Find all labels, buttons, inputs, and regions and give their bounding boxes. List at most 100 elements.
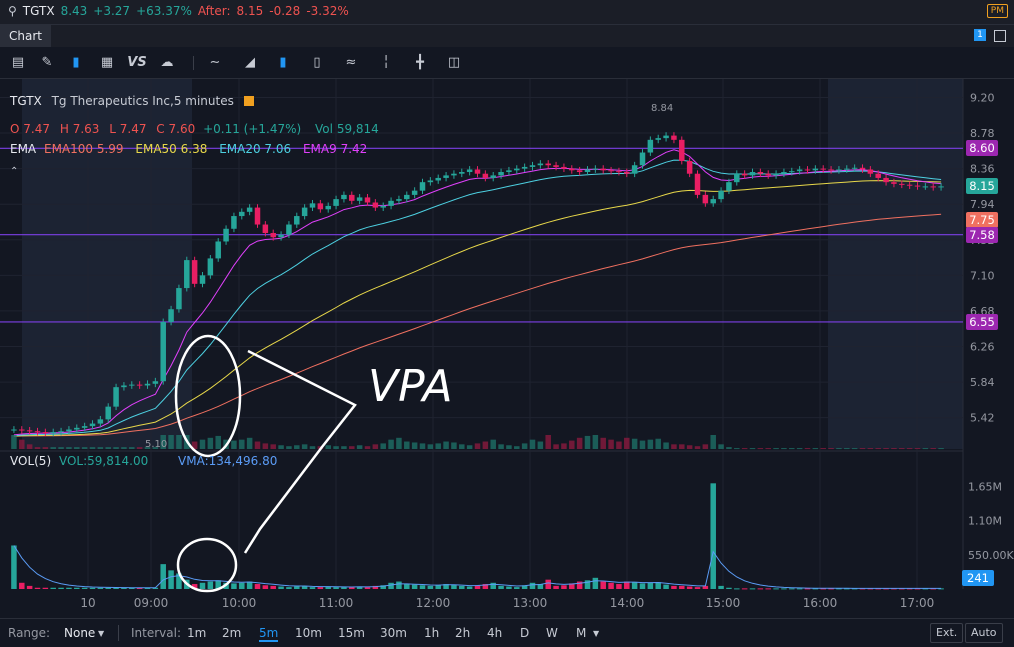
o-label: O (10, 122, 20, 136)
interval-m[interactable]: M (576, 626, 587, 640)
candle (545, 163, 551, 166)
cloud-icon[interactable]: ☁ (160, 55, 174, 70)
bar-icon[interactable]: ╎ (382, 55, 390, 70)
interval-label: Interval: (131, 626, 181, 640)
interval-chevron-down-icon[interactable]: ▼ (593, 629, 600, 638)
collapse-icon[interactable]: ⌃ (10, 166, 19, 177)
volume-bar (333, 587, 339, 589)
ohlc-icon[interactable]: ╋ (416, 55, 424, 70)
volume-bar (828, 588, 834, 590)
candle (734, 173, 740, 183)
candle (812, 168, 819, 171)
overlay-volume-bar (42, 447, 49, 449)
time-tick: 14:00 (610, 596, 645, 610)
candle (718, 190, 724, 200)
price-tick: 9.20 (970, 91, 995, 104)
candle (349, 194, 355, 201)
volume-bar (679, 585, 685, 589)
interval-2h[interactable]: 2h (455, 626, 471, 640)
overlay-volume-bar (50, 447, 56, 449)
interval-w[interactable]: W (546, 626, 558, 640)
candle (875, 173, 881, 178)
layout-icon[interactable]: ▦ (100, 55, 114, 70)
overlay-volume-bar (239, 439, 245, 449)
volume-bar (734, 588, 740, 590)
volume-bar (144, 587, 151, 589)
overlay-volume-bar (867, 448, 874, 450)
interval-1h[interactable]: 1h (424, 626, 440, 640)
wave-icon[interactable]: ≈ (345, 55, 357, 70)
volume-bar (50, 587, 56, 589)
bottom-divider (118, 625, 119, 641)
horizontal-lines[interactable] (0, 147, 963, 323)
candle (773, 173, 779, 176)
ema-legend[interactable]: EMA EMA100 5.99 EMA50 6.38 EMA20 7.06 EM… (10, 142, 367, 156)
range-select[interactable]: None (64, 626, 96, 640)
candle (380, 205, 386, 208)
volume-legend: VOL(5) VOL:59,814.00 VMA:134,496.80 (10, 454, 277, 468)
candle (883, 177, 889, 183)
chart-type-icon[interactable]: ▤ (11, 55, 25, 70)
interval-d[interactable]: D (520, 626, 530, 640)
overlay-volume-bar (891, 448, 897, 450)
layout-count-badge[interactable]: 1 (974, 29, 986, 41)
draw-icon[interactable]: ✎ (41, 55, 53, 70)
overlay-volume-bar (875, 448, 881, 450)
time-axis[interactable]: 10 09:00 10:00 11:00 12:00 13:00 14:00 15:00 16:… (80, 596, 934, 610)
chg-value: +0.11 (+1.47%) (203, 122, 302, 136)
volume-bar (537, 584, 544, 589)
area-icon[interactable]: ◢ (245, 55, 255, 70)
symbol-summary[interactable]: ⚲ TGTX 8.43 +3.27 +63.37% After: 8.15 -0… (8, 4, 349, 18)
candle-icon[interactable]: ▮ (279, 55, 287, 70)
interval-30m[interactable]: 30m (380, 626, 407, 640)
interval-2m[interactable]: 2m (222, 626, 242, 640)
note-icon[interactable] (243, 96, 254, 106)
compare-button[interactable]: VS (127, 55, 147, 70)
volume-bar (710, 483, 716, 589)
candle (482, 173, 489, 178)
candle (796, 169, 803, 172)
heikin-icon[interactable]: ◫ (447, 55, 461, 70)
interval-10m[interactable]: 10m (295, 626, 322, 640)
ema50-legend: EMA50 6.38 (135, 142, 208, 156)
candle (372, 202, 379, 208)
symbol-name[interactable]: TGTX (22, 4, 55, 18)
overlay-volume-bar (11, 435, 17, 449)
interval-1m[interactable]: 1m (187, 626, 207, 640)
tab-chart[interactable]: Chart (0, 25, 51, 47)
interval-4h[interactable]: 4h (487, 626, 503, 640)
volume-bar (576, 581, 583, 589)
candle (521, 166, 528, 169)
chart-area[interactable]: VPA 9.208.788.367.947.527.106.686.265.84… (0, 79, 1014, 618)
auto-button[interactable]: Auto (965, 623, 1003, 643)
hollow-candle-icon[interactable]: ▯ (313, 55, 321, 70)
line-icon[interactable]: ∼ (209, 55, 221, 70)
overlay-volume-bar (294, 445, 300, 449)
volume-bar (686, 586, 693, 589)
interval-5m[interactable]: 5m (259, 626, 279, 642)
ext-button[interactable]: Ext. (930, 623, 964, 643)
volume-bar (419, 585, 426, 589)
range-chevron-down-icon[interactable]: ▼ (98, 629, 105, 638)
candle (608, 170, 614, 172)
volume-axis[interactable]: 1.65M 1.10M 550.00K (968, 480, 1014, 561)
volume-bar (506, 586, 512, 589)
overlay-volume-bar (309, 446, 316, 449)
candle (199, 275, 206, 284)
interval-15m[interactable]: 15m (338, 626, 365, 640)
candle (191, 260, 198, 284)
candles-icon[interactable]: ▮ (72, 55, 80, 70)
volume-bar (796, 588, 803, 590)
volume-bar (459, 585, 465, 589)
candle (765, 173, 771, 176)
volume-bar (820, 588, 826, 590)
maximize-icon[interactable] (994, 30, 1006, 42)
search-icon[interactable]: ⚲ (8, 4, 17, 18)
volume-bar (388, 582, 394, 589)
volume-bar (105, 587, 111, 589)
volume-bar (26, 585, 33, 589)
overlay-volume-bar (231, 440, 237, 449)
volume-bar (254, 584, 261, 589)
price-change-pct: +63.37% (136, 4, 192, 18)
candle (757, 172, 764, 174)
